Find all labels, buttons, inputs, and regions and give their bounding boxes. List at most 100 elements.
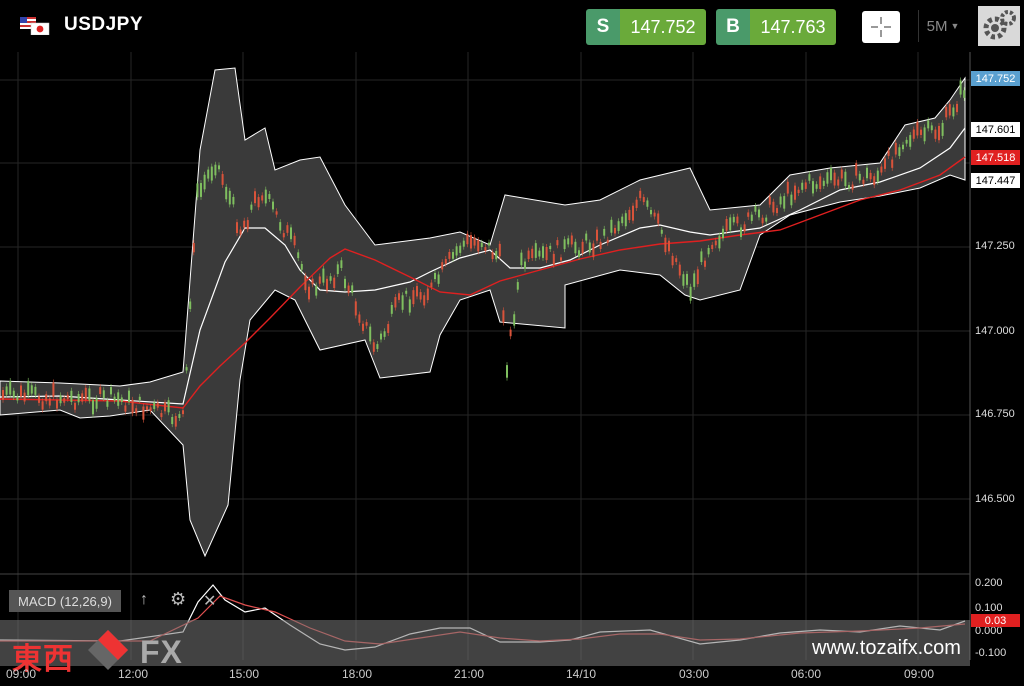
candle-body — [182, 410, 184, 415]
candle-body — [873, 176, 876, 186]
candle-body — [380, 333, 382, 340]
price-chart[interactable] — [0, 52, 1024, 686]
logo-diamond-icon — [88, 630, 128, 670]
gear-icon[interactable]: ⚙ — [170, 589, 187, 609]
macd-current-badge: 0.03 — [971, 614, 1020, 627]
macd-indicator-label[interactable]: MACD (12,26,9) — [9, 590, 121, 612]
candle-body — [592, 243, 595, 258]
candle-body — [279, 222, 282, 231]
candle-body — [128, 390, 130, 403]
candle-body — [354, 301, 357, 316]
candle-body — [945, 106, 948, 118]
candle-body — [938, 125, 940, 141]
candle-body — [794, 185, 796, 200]
candle-body — [34, 386, 37, 395]
candle-body — [776, 208, 778, 214]
candle-body — [689, 286, 692, 301]
candle-body — [200, 183, 202, 197]
candle-body — [66, 394, 69, 399]
macd-tick: -0.100 — [975, 647, 1007, 659]
candle-body — [9, 381, 12, 395]
candle-body — [671, 255, 674, 266]
candle-body — [916, 121, 919, 136]
candle-body — [513, 314, 516, 326]
candle-body — [538, 250, 541, 257]
candle-body — [567, 238, 570, 245]
watermark-fx: FX — [140, 634, 183, 670]
candle-body — [185, 367, 188, 371]
price-tick: 147.000 — [975, 325, 1015, 337]
candle-body — [120, 397, 123, 402]
candle-body — [124, 405, 127, 412]
candle-body — [682, 274, 685, 286]
candle-body — [894, 142, 897, 155]
candle-body — [412, 290, 415, 305]
candle-body — [646, 200, 649, 207]
candle-body — [678, 264, 681, 276]
candle-body — [210, 166, 213, 181]
candle-body — [196, 183, 199, 198]
candle-body — [495, 250, 498, 260]
candle-body — [628, 209, 631, 221]
candle-body — [156, 402, 159, 408]
candle-body — [99, 387, 102, 395]
symbol-title[interactable]: USDJPY — [64, 14, 144, 35]
close-icon[interactable]: ✕ — [203, 593, 217, 610]
timeframe-select[interactable]: 5M ▼ — [918, 10, 967, 42]
candle-body — [840, 169, 843, 179]
settings-button[interactable] — [978, 6, 1020, 46]
sell-button[interactable]: S 147.752 — [586, 9, 706, 45]
candle-body — [963, 90, 966, 98]
crosshair-button[interactable] — [862, 11, 900, 43]
candle-body — [448, 251, 451, 259]
candle-body — [664, 237, 667, 253]
candle-body — [16, 396, 19, 401]
arrow-up-icon[interactable]: ↑ — [140, 591, 148, 608]
candle-body — [498, 243, 501, 257]
candle-body — [653, 212, 656, 217]
candle-body — [326, 278, 328, 291]
candle-body — [394, 297, 397, 308]
candle-body — [524, 261, 526, 269]
candle-body — [718, 235, 721, 249]
candle-body — [311, 278, 314, 285]
watermark-kanji: 東西 — [12, 642, 74, 677]
bollinger-middle-line — [0, 127, 966, 405]
candle-body — [473, 237, 476, 246]
candle-body — [142, 406, 145, 420]
candle-body — [225, 186, 228, 200]
candle-body — [74, 402, 76, 410]
candle-body — [833, 172, 836, 186]
candle-body — [650, 209, 652, 215]
candle-body — [315, 285, 318, 296]
candle-body — [340, 260, 343, 268]
candle-body — [272, 201, 274, 210]
watermark-band — [0, 620, 970, 666]
candle-body — [84, 387, 87, 400]
candle-body — [218, 165, 220, 170]
buy-button[interactable]: B 147.763 — [716, 9, 836, 45]
candle-body — [905, 139, 908, 144]
candle-body — [851, 184, 854, 190]
candle-body — [376, 344, 379, 349]
candle-body — [30, 385, 33, 394]
candle-body — [401, 295, 404, 310]
candle-body — [434, 272, 436, 280]
candle-body — [250, 204, 253, 210]
candle-body — [714, 240, 717, 246]
candle-body — [59, 395, 62, 404]
candle-body — [848, 185, 850, 189]
candle-body — [146, 406, 148, 410]
candle-body — [369, 326, 372, 342]
time-tick: 09:00 — [6, 667, 37, 681]
candle-body — [347, 285, 350, 294]
time-tick: 18:00 — [342, 667, 373, 681]
candle-body — [318, 276, 321, 284]
candle-body — [56, 399, 58, 409]
candle-body — [77, 394, 80, 403]
candle-body — [81, 393, 84, 402]
candle-body — [459, 245, 462, 253]
candle-body — [552, 253, 555, 265]
candle-body — [164, 402, 166, 412]
candle-body — [941, 122, 944, 136]
